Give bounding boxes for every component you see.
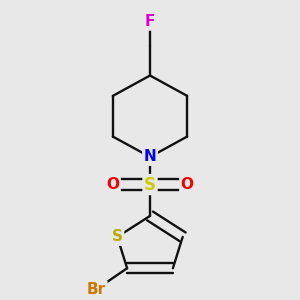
Text: S: S — [144, 176, 156, 194]
Text: Br: Br — [87, 282, 106, 297]
Text: O: O — [181, 177, 194, 192]
Text: N: N — [144, 149, 156, 164]
Text: O: O — [106, 177, 119, 192]
Text: F: F — [145, 14, 155, 29]
Text: S: S — [112, 230, 123, 244]
